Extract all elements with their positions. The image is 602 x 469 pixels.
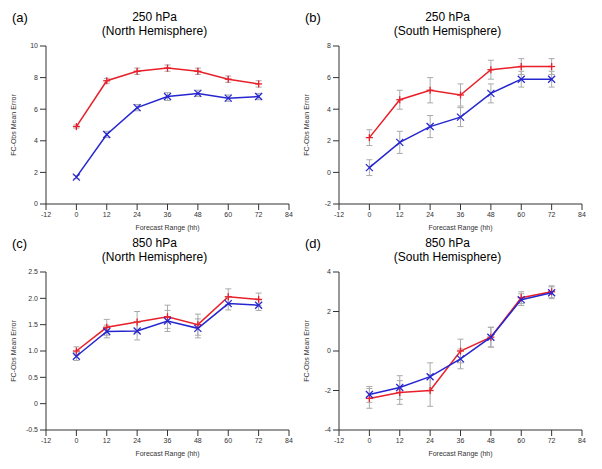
svg-text:24: 24	[426, 437, 434, 444]
svg-text:-12: -12	[334, 437, 344, 444]
svg-text:2.0: 2.0	[28, 295, 38, 302]
svg-text:4: 4	[34, 137, 38, 144]
svg-text:FC-Obs Mean Error: FC-Obs Mean Error	[10, 320, 17, 382]
svg-text:60: 60	[517, 437, 525, 444]
svg-text:0: 0	[367, 211, 371, 218]
svg-text:4: 4	[327, 106, 331, 113]
svg-text:-12: -12	[334, 211, 344, 218]
svg-text:0: 0	[34, 400, 38, 407]
svg-text:-2: -2	[325, 387, 331, 394]
html-text:(b): (b)	[305, 10, 321, 25]
svg-text:0: 0	[367, 437, 371, 444]
svg-text:72: 72	[255, 211, 263, 218]
html-text:850 hPa: 850 hPa	[132, 236, 177, 250]
svg-text:1.0: 1.0	[28, 347, 38, 354]
svg-text:84: 84	[285, 437, 293, 444]
svg-text:24: 24	[133, 211, 141, 218]
svg-text:36: 36	[164, 211, 172, 218]
svg-text:10: 10	[30, 42, 38, 49]
html-text:(c): (c)	[12, 236, 28, 251]
svg-text:6: 6	[34, 106, 38, 113]
svg-text:48: 48	[487, 437, 495, 444]
svg-text:72: 72	[255, 437, 263, 444]
html-text:250 hPa: 250 hPa	[425, 10, 470, 24]
svg-text:0: 0	[327, 347, 331, 354]
svg-text:12: 12	[103, 437, 111, 444]
svg-text:48: 48	[487, 211, 495, 218]
svg-text:2.5: 2.5	[28, 268, 38, 275]
svg-text:Forecast Range (hh): Forecast Range (hh)	[428, 224, 492, 232]
svg-text:-12: -12	[41, 211, 51, 218]
svg-text:-12: -12	[41, 437, 51, 444]
svg-text:60: 60	[224, 437, 232, 444]
svg-text:24: 24	[133, 437, 141, 444]
html-text:(a): (a)	[12, 10, 28, 25]
html-text:(South Hemisphere): (South Hemisphere)	[393, 250, 502, 264]
svg-text:-4: -4	[325, 426, 331, 433]
svg-text:12: 12	[103, 211, 111, 218]
html-text:(North Hemisphere): (North Hemisphere)	[101, 250, 208, 264]
svg-text:-0.5: -0.5	[26, 426, 38, 433]
svg-text:48: 48	[194, 437, 202, 444]
svg-text:24: 24	[426, 211, 434, 218]
html-text:250 hPa: 250 hPa	[132, 10, 177, 24]
svg-text:48: 48	[194, 211, 202, 218]
svg-text:36: 36	[457, 437, 465, 444]
html-text:(South Hemisphere): (South Hemisphere)	[393, 24, 502, 38]
html-text:(d): (d)	[305, 236, 321, 251]
svg-text:0.5: 0.5	[28, 374, 38, 381]
svg-text:12: 12	[396, 437, 404, 444]
svg-text:84: 84	[578, 437, 586, 444]
svg-text:4: 4	[327, 268, 331, 275]
svg-text:Forecast Range (hh): Forecast Range (hh)	[428, 450, 492, 458]
svg-text:0: 0	[327, 169, 331, 176]
svg-text:0: 0	[74, 437, 78, 444]
svg-text:72: 72	[548, 437, 556, 444]
svg-text:6: 6	[327, 74, 331, 81]
svg-text:2: 2	[327, 137, 331, 144]
svg-text:36: 36	[457, 211, 465, 218]
svg-text:0: 0	[74, 211, 78, 218]
html-text:850 hPa: 850 hPa	[425, 236, 470, 250]
svg-text:-2: -2	[325, 200, 331, 207]
svg-text:Forecast Range (hh): Forecast Range (hh)	[135, 450, 199, 458]
svg-text:FC-Obs Mean Error: FC-Obs Mean Error	[303, 320, 310, 382]
svg-text:60: 60	[224, 211, 232, 218]
html-text:(North Hemisphere): (North Hemisphere)	[101, 24, 208, 38]
svg-text:0: 0	[34, 200, 38, 207]
svg-text:Forecast Range (hh): Forecast Range (hh)	[135, 224, 199, 232]
svg-text:12: 12	[396, 211, 404, 218]
svg-text:FC-Obs Mean Error: FC-Obs Mean Error	[303, 94, 310, 156]
svg-text:8: 8	[327, 42, 331, 49]
svg-text:84: 84	[285, 211, 293, 218]
svg-text:60: 60	[517, 211, 525, 218]
svg-text:1.5: 1.5	[28, 321, 38, 328]
svg-text:8: 8	[34, 74, 38, 81]
svg-text:FC-Obs Mean Error: FC-Obs Mean Error	[10, 94, 17, 156]
svg-text:2: 2	[34, 169, 38, 176]
svg-text:84: 84	[578, 211, 586, 218]
svg-text:36: 36	[164, 437, 172, 444]
svg-text:72: 72	[548, 211, 556, 218]
svg-text:2: 2	[327, 308, 331, 315]
